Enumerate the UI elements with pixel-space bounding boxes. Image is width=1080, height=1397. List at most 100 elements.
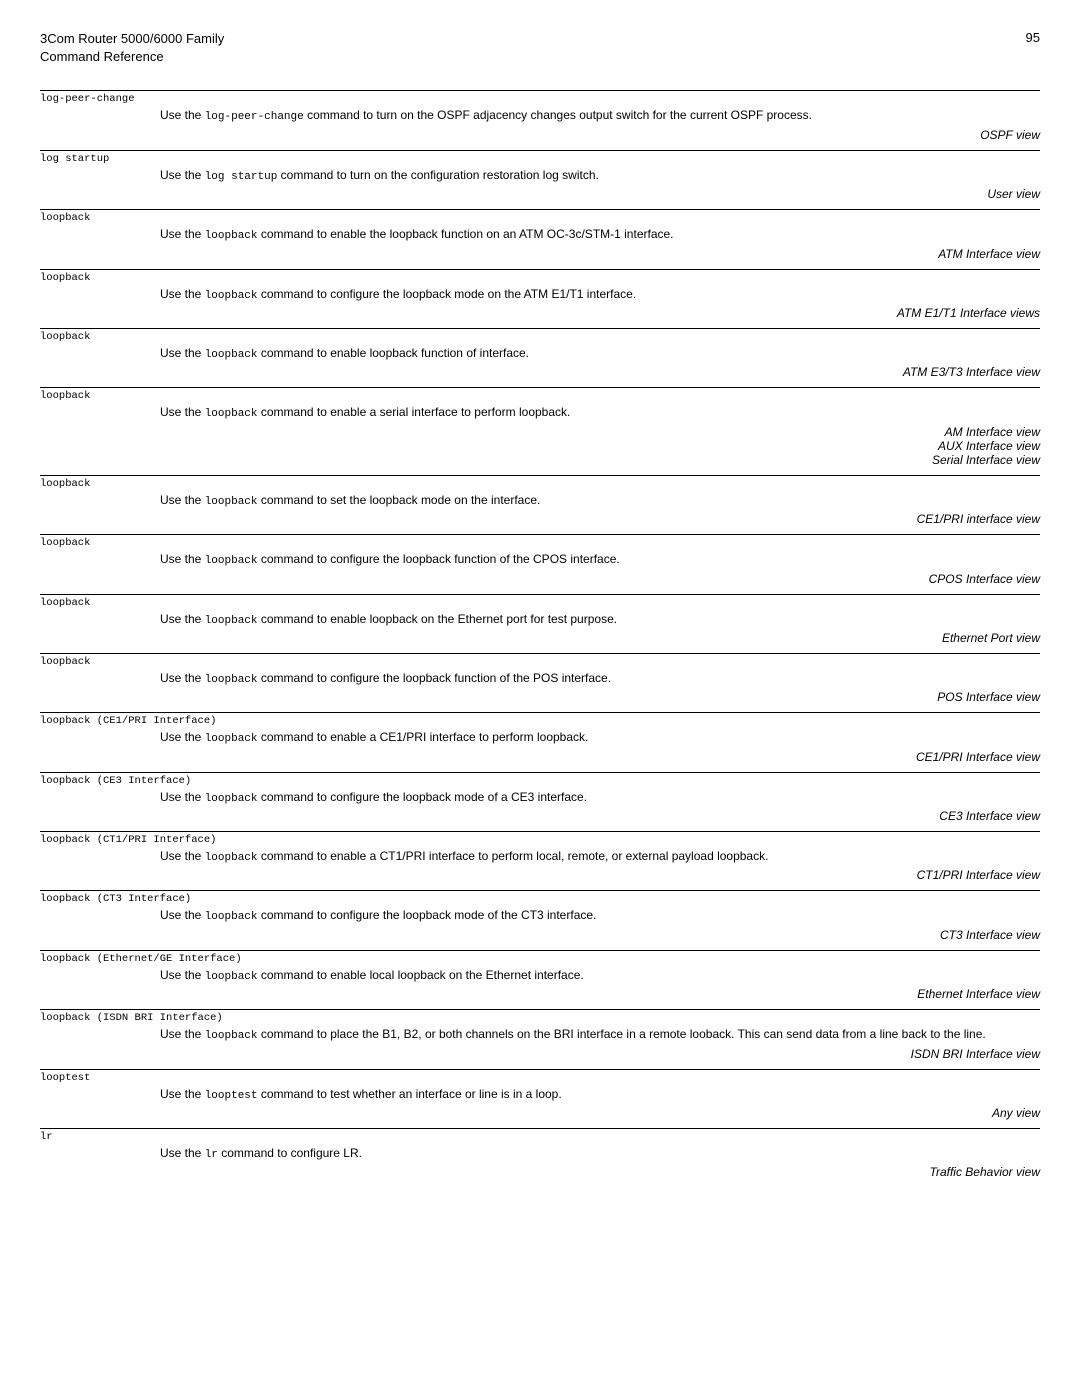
desc-pre-text: Use the bbox=[160, 168, 205, 182]
desc-code-text: loopback bbox=[205, 496, 258, 508]
command-entry: loopback (CT3 Interface)Use the loopback… bbox=[40, 890, 1040, 949]
view-label: Ethernet Port view bbox=[40, 631, 1040, 645]
command-entry: loopbackUse the loopback command to enab… bbox=[40, 209, 1040, 268]
desc-code-text: log-peer-change bbox=[205, 111, 304, 123]
command-view: ATM Interface view bbox=[40, 247, 1040, 261]
command-name: looptest bbox=[40, 1072, 1040, 1084]
command-description: Use the log-peer-change command to turn … bbox=[160, 107, 1040, 125]
command-description: Use the loopback command to configure th… bbox=[160, 286, 1040, 304]
page-header: 3Com Router 5000/6000 Family Command Ref… bbox=[40, 30, 1040, 66]
command-entry: log startupUse the log startup command t… bbox=[40, 150, 1040, 209]
desc-pre-text: Use the bbox=[160, 346, 205, 360]
command-view: CT1/PRI Interface view bbox=[40, 868, 1040, 882]
command-entry: loopback Use the loopback command to enab… bbox=[40, 328, 1040, 387]
command-name: loopback (CT1/PRI Interface) bbox=[40, 834, 1040, 846]
desc-pre-text: Use the bbox=[160, 612, 205, 626]
desc-post-text: command to place the B1, B2, or both cha… bbox=[258, 1027, 986, 1041]
command-name: loopback bbox=[40, 331, 1040, 343]
command-description: Use the loopback command to configure th… bbox=[160, 670, 1040, 688]
command-name: loopback bbox=[40, 272, 1040, 284]
command-entry: loopbackUse the loopback command to conf… bbox=[40, 534, 1040, 593]
product-line-1: 3Com Router 5000/6000 Family bbox=[40, 30, 224, 48]
command-description: Use the loopback command to enable a CT1… bbox=[160, 848, 1040, 866]
command-view: Ethernet Interface view bbox=[40, 987, 1040, 1001]
command-view: AM Interface viewAUX Interface viewSeria… bbox=[40, 425, 1040, 467]
view-label: POS Interface view bbox=[40, 690, 1040, 704]
desc-code-text: loopback bbox=[205, 290, 258, 302]
desc-post-text: command to set the loopback mode on the … bbox=[258, 493, 541, 507]
desc-code-text: loopback bbox=[205, 408, 258, 420]
view-label: CT1/PRI Interface view bbox=[40, 868, 1040, 882]
view-label: CE1/PRI interface view bbox=[40, 512, 1040, 526]
view-label: User view bbox=[40, 187, 1040, 201]
desc-code-text: loopback bbox=[205, 674, 258, 686]
view-label: ATM E3/T3 Interface view bbox=[40, 365, 1040, 379]
desc-code-text: loopback bbox=[205, 971, 258, 983]
view-label: ATM E1/T1 Interface views bbox=[40, 306, 1040, 320]
desc-code-text: log startup bbox=[205, 171, 278, 183]
command-name: loopback bbox=[40, 478, 1040, 490]
view-label: Serial Interface view bbox=[40, 453, 1040, 467]
header-product: 3Com Router 5000/6000 Family Command Ref… bbox=[40, 30, 224, 66]
desc-code-text: loopback bbox=[205, 555, 258, 567]
command-description: Use the loopback command to set the loop… bbox=[160, 492, 1040, 510]
desc-post-text: command to configure the loopback functi… bbox=[258, 671, 612, 685]
desc-post-text: command to turn on the configuration res… bbox=[277, 168, 599, 182]
command-description: Use the looptest command to test whether… bbox=[160, 1086, 1040, 1104]
command-view: CE3 Interface view bbox=[40, 809, 1040, 823]
command-view: Traffic Behavior view bbox=[40, 1165, 1040, 1179]
command-name: log-peer-change bbox=[40, 93, 1040, 105]
command-entry: looptestUse the looptest command to test… bbox=[40, 1069, 1040, 1128]
command-description: Use the loopback command to enable local… bbox=[160, 967, 1040, 985]
desc-pre-text: Use the bbox=[160, 671, 205, 685]
command-entry: loopbackUse the loopback command to enab… bbox=[40, 387, 1040, 474]
desc-pre-text: Use the bbox=[160, 227, 205, 241]
desc-post-text: command to enable a CT1/PRI interface to… bbox=[258, 849, 769, 863]
desc-pre-text: Use the bbox=[160, 908, 205, 922]
desc-code-text: loopback bbox=[205, 615, 258, 627]
desc-pre-text: Use the bbox=[160, 552, 205, 566]
command-entry: loopback (CE1/PRI Interface) Use the loop… bbox=[40, 712, 1040, 771]
command-description: Use the loopback command to enable loopb… bbox=[160, 611, 1040, 629]
command-view: OSPF view bbox=[40, 128, 1040, 142]
desc-post-text: command to turn on the OSPF adjacency ch… bbox=[304, 108, 812, 122]
desc-pre-text: Use the bbox=[160, 968, 205, 982]
command-entry: loopback (CT1/PRI Interface) Use the loop… bbox=[40, 831, 1040, 890]
command-description: Use the loopback command to configure th… bbox=[160, 551, 1040, 569]
command-view: Any view bbox=[40, 1106, 1040, 1120]
command-name: loopback (ISDN BRI Interface) bbox=[40, 1012, 1040, 1024]
command-description: Use the loopback command to configure th… bbox=[160, 907, 1040, 925]
view-label: ATM Interface view bbox=[40, 247, 1040, 261]
command-description: Use the loopback command to enable a CE1… bbox=[160, 729, 1040, 747]
view-label: CE3 Interface view bbox=[40, 809, 1040, 823]
desc-pre-text: Use the bbox=[160, 1146, 205, 1160]
command-view: ATM E3/T3 Interface view bbox=[40, 365, 1040, 379]
desc-pre-text: Use the bbox=[160, 1027, 205, 1041]
command-name: loopback bbox=[40, 212, 1040, 224]
desc-pre-text: Use the bbox=[160, 790, 205, 804]
command-description: Use the loopback command to enable a ser… bbox=[160, 404, 1040, 422]
command-view: ISDN BRI Interface view bbox=[40, 1047, 1040, 1061]
command-name: loopback bbox=[40, 390, 1040, 402]
desc-code-text: loopback bbox=[205, 230, 258, 242]
desc-post-text: command to test whether an interface or … bbox=[258, 1087, 562, 1101]
desc-pre-text: Use the bbox=[160, 849, 205, 863]
command-entry: loopbackUse the loopback command to conf… bbox=[40, 269, 1040, 328]
desc-pre-text: Use the bbox=[160, 493, 205, 507]
command-name: loopback (CE1/PRI Interface) bbox=[40, 715, 1040, 727]
command-view: ATM E1/T1 Interface views bbox=[40, 306, 1040, 320]
view-label: ISDN BRI Interface view bbox=[40, 1047, 1040, 1061]
view-label: AM Interface view bbox=[40, 425, 1040, 439]
desc-pre-text: Use the bbox=[160, 405, 205, 419]
desc-code-text: looptest bbox=[205, 1090, 258, 1102]
command-description: Use the loopback command to enable the l… bbox=[160, 226, 1040, 244]
desc-code-text: loopback bbox=[205, 1030, 258, 1042]
view-label: Any view bbox=[40, 1106, 1040, 1120]
command-view: CPOS Interface view bbox=[40, 572, 1040, 586]
command-name: loopback (Ethernet/GE Interface) bbox=[40, 953, 1040, 965]
desc-post-text: command to configure the loopback functi… bbox=[258, 552, 620, 566]
view-label: OSPF view bbox=[40, 128, 1040, 142]
desc-pre-text: Use the bbox=[160, 730, 205, 744]
command-name: loopback bbox=[40, 656, 1040, 668]
command-description: Use the loopback command to enable loopb… bbox=[160, 345, 1040, 363]
